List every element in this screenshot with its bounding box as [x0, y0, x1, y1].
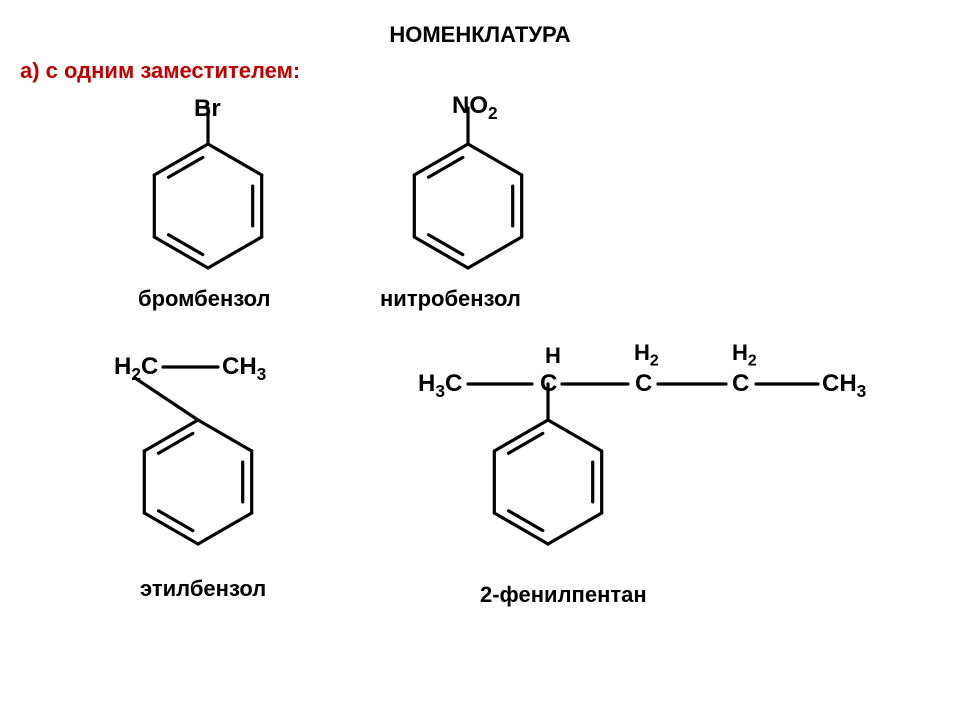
chem-label-ch3b: CH3	[822, 370, 866, 398]
chem-label-no2: NO2	[452, 92, 498, 120]
page: НОМЕНКЛАТУРА а) с одним заместителем: Br…	[0, 0, 960, 720]
chem-label-c3: C	[732, 370, 749, 398]
chem-label-c2h: H2	[634, 340, 659, 366]
chem-label-c1h: H	[545, 343, 561, 369]
chem-label-h2c: H2C	[114, 353, 158, 381]
chem-label-c3h: H2	[732, 340, 757, 366]
chem-label-c1: C	[540, 370, 557, 398]
benzene-ring	[135, 378, 252, 544]
benzene-ring	[154, 108, 261, 268]
benzene-ring	[414, 108, 521, 268]
caption-bromobenzene: бромбензол	[138, 286, 271, 312]
chem-label-c2: C	[635, 370, 652, 398]
benzene-ring	[494, 384, 601, 544]
caption-ethylbenzene: этилбензол	[140, 576, 266, 602]
chem-label-br: Br	[194, 95, 221, 123]
chem-label-ch3a: CH3	[222, 353, 266, 381]
caption-phenylpentane: 2-фенилпентан	[480, 582, 647, 608]
chem-label-h3c: H3C	[418, 370, 462, 398]
caption-nitrobenzene: нитробензол	[380, 286, 521, 312]
